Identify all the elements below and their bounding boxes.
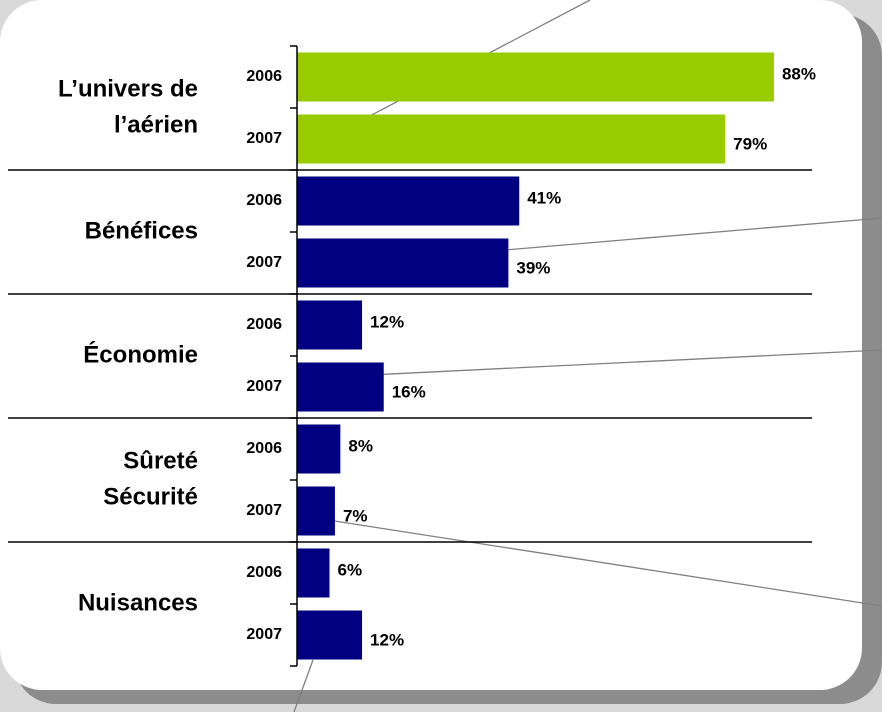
callout-line [293,659,314,712]
series-label: 2007 [246,254,282,271]
category-label: Sûreté [123,447,198,474]
category-label: Sécurité [103,483,198,510]
category-label: Bénéfices [85,217,198,244]
bar [297,362,384,412]
category-label: Économie [83,340,198,368]
value-label: 16% [392,382,426,401]
value-label: 6% [338,560,363,579]
value-label: 39% [516,258,550,277]
value-label: 79% [733,134,767,153]
value-label: 12% [370,630,404,649]
series-label: 2006 [246,440,282,457]
value-label: 7% [343,506,368,525]
bar [297,548,330,598]
value-label: 88% [782,64,816,83]
bar [297,424,341,474]
panel [0,0,862,690]
bar [297,238,509,288]
bar [297,300,363,350]
series-label: 2006 [246,192,282,209]
callout-line [327,349,882,378]
series-label: 2006 [246,564,282,581]
bar [297,52,774,102]
bar [297,486,335,536]
series-label: 2007 [246,502,282,519]
value-label: 8% [348,436,373,455]
bar [297,114,726,164]
bar [297,176,520,226]
series-label: 2006 [246,68,282,85]
bar [297,610,363,660]
category-label: L’univers de [58,75,198,102]
callout-line [327,519,882,607]
value-label: 41% [527,188,561,207]
category-label: l’aérien [114,111,198,138]
category-label: Nuisances [78,589,198,616]
series-label: 2007 [246,378,282,395]
value-label: 12% [370,312,404,331]
series-label: 2007 [246,130,282,147]
series-label: 2006 [246,316,282,333]
series-label: 2007 [246,626,282,643]
